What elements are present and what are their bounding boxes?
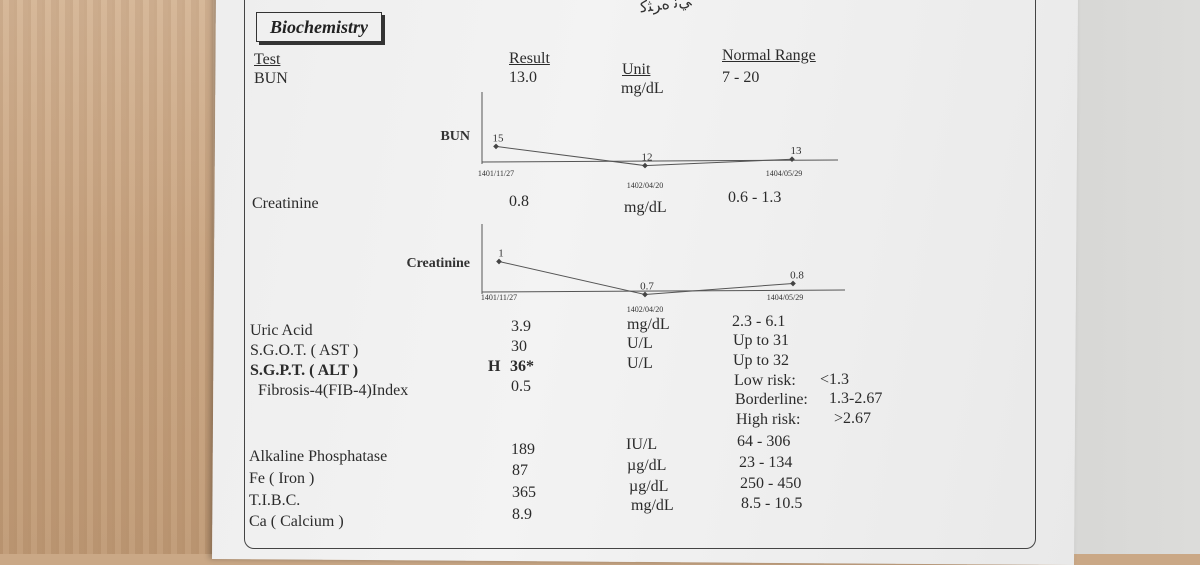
unit-tibc: µg/dL: [629, 478, 669, 495]
column-header-unit: Unit: [622, 61, 651, 78]
range-iron: 23 - 134: [739, 454, 793, 471]
chart-data-label: 15: [493, 132, 505, 144]
fib4-low-label: Low risk:: [734, 372, 796, 389]
result-creatinine: 0.8: [509, 193, 529, 210]
wood-table-background: [0, 0, 230, 554]
result-fib4: 0.5: [511, 378, 531, 395]
result-uric-acid: 3.9: [511, 318, 531, 335]
chart-point: [493, 143, 499, 150]
test-name-fib4: Fibrosis-4(FIB-4)Index: [258, 382, 409, 399]
chart-data-label: 0.7: [640, 281, 654, 293]
unit-alkaline-phosphatase: IU/L: [626, 436, 658, 453]
fib4-high-value: >2.67: [834, 410, 872, 427]
creatinine-trend-chart: Creatinine 1 1401/11/27 0.7 1402/04/20 0.8 140…: [406, 224, 846, 314]
section-title: Biochemistry: [256, 12, 382, 42]
range-sgot: Up to 31: [733, 332, 789, 349]
high-flag-sgpt: H: [488, 358, 501, 375]
test-name-uric-acid: Uric Acid: [250, 322, 313, 339]
chart-point: [642, 291, 648, 298]
chart-tick-label: 1404/05/29: [766, 169, 802, 178]
fib4-borderline-label: Borderline:: [735, 391, 808, 408]
chart-point: [496, 258, 502, 265]
column-header-normal-range: Normal Range: [722, 47, 816, 64]
unit-uric-acid: mg/dL: [627, 316, 670, 333]
range-uric-acid: 2.3 - 6.1: [732, 313, 786, 330]
result-sgot: 30: [511, 338, 527, 355]
unit-creatinine: mg/dL: [624, 199, 667, 216]
unit-iron: µg/dL: [627, 457, 667, 474]
range-bun: 7 - 20: [722, 69, 760, 86]
test-name-sgpt: S.G.P.T. ( ALT ): [250, 362, 359, 379]
result-sgpt: 36*: [510, 358, 534, 375]
result-alkaline-phosphatase: 189: [511, 441, 535, 458]
chart-data-label: 12: [642, 152, 653, 164]
range-creatinine: 0.6 - 1.3: [728, 189, 782, 206]
test-name-bun: BUN: [254, 70, 288, 87]
test-name-calcium: Ca ( Calcium ): [249, 513, 344, 530]
chart-data-label: 0.8: [790, 270, 804, 282]
range-calcium: 8.5 - 10.5: [741, 495, 803, 512]
range-alkaline-phosphatase: 64 - 306: [737, 433, 791, 450]
range-tibc: 250 - 450: [740, 475, 802, 492]
column-header-result: Result: [509, 50, 550, 67]
chart-tick-label: 1404/05/29: [767, 293, 803, 302]
column-header-test: Test: [254, 51, 281, 68]
chart-data-label: 1: [498, 248, 504, 260]
chart-title: Creatinine: [406, 256, 470, 271]
test-name-alkaline-phosphatase: Alkaline Phosphatase: [249, 448, 388, 465]
result-calcium: 8.9: [512, 506, 532, 523]
chart-point: [642, 162, 648, 169]
chart-x-axis: [481, 159, 839, 163]
range-sgpt: Up to 32: [733, 352, 789, 369]
test-name-tibc: T.I.B.C.: [249, 492, 301, 509]
result-tibc: 365: [512, 484, 536, 501]
chart-tick-label: 1402/04/20: [627, 181, 663, 190]
bun-trend-chart: BUN 15 1401/11/27 12 1402/04/20 13 1404/05/29: [440, 92, 839, 190]
chart-point: [789, 156, 795, 163]
test-name-creatinine: Creatinine: [252, 195, 319, 212]
chart-tick-label: 1402/04/20: [627, 305, 663, 314]
fib4-borderline-value: 1.3-2.67: [829, 390, 883, 407]
unit-sgot: U/L: [627, 335, 653, 352]
test-name-sgot: S.G.O.T. ( AST ): [250, 342, 359, 359]
chart-tick-label: 1401/11/27: [481, 293, 517, 302]
chart-x-axis: [481, 289, 846, 293]
fib4-low-value: <1.3: [820, 371, 850, 388]
unit-bun: mg/dL: [621, 80, 664, 97]
fib4-high-label: High risk:: [736, 411, 801, 428]
report-frame: [244, 0, 1036, 549]
unit-calcium: mg/dL: [631, 497, 674, 514]
chart-point: [790, 280, 796, 287]
test-name-iron: Fe ( Iron ): [249, 470, 315, 487]
result-iron: 87: [512, 462, 528, 479]
chart-data-label: 13: [791, 145, 803, 157]
chart-title: BUN: [440, 129, 470, 144]
chart-tick-label: 1401/11/27: [478, 169, 514, 178]
unit-sgpt: U/L: [627, 355, 653, 372]
result-bun: 13.0: [509, 69, 537, 86]
